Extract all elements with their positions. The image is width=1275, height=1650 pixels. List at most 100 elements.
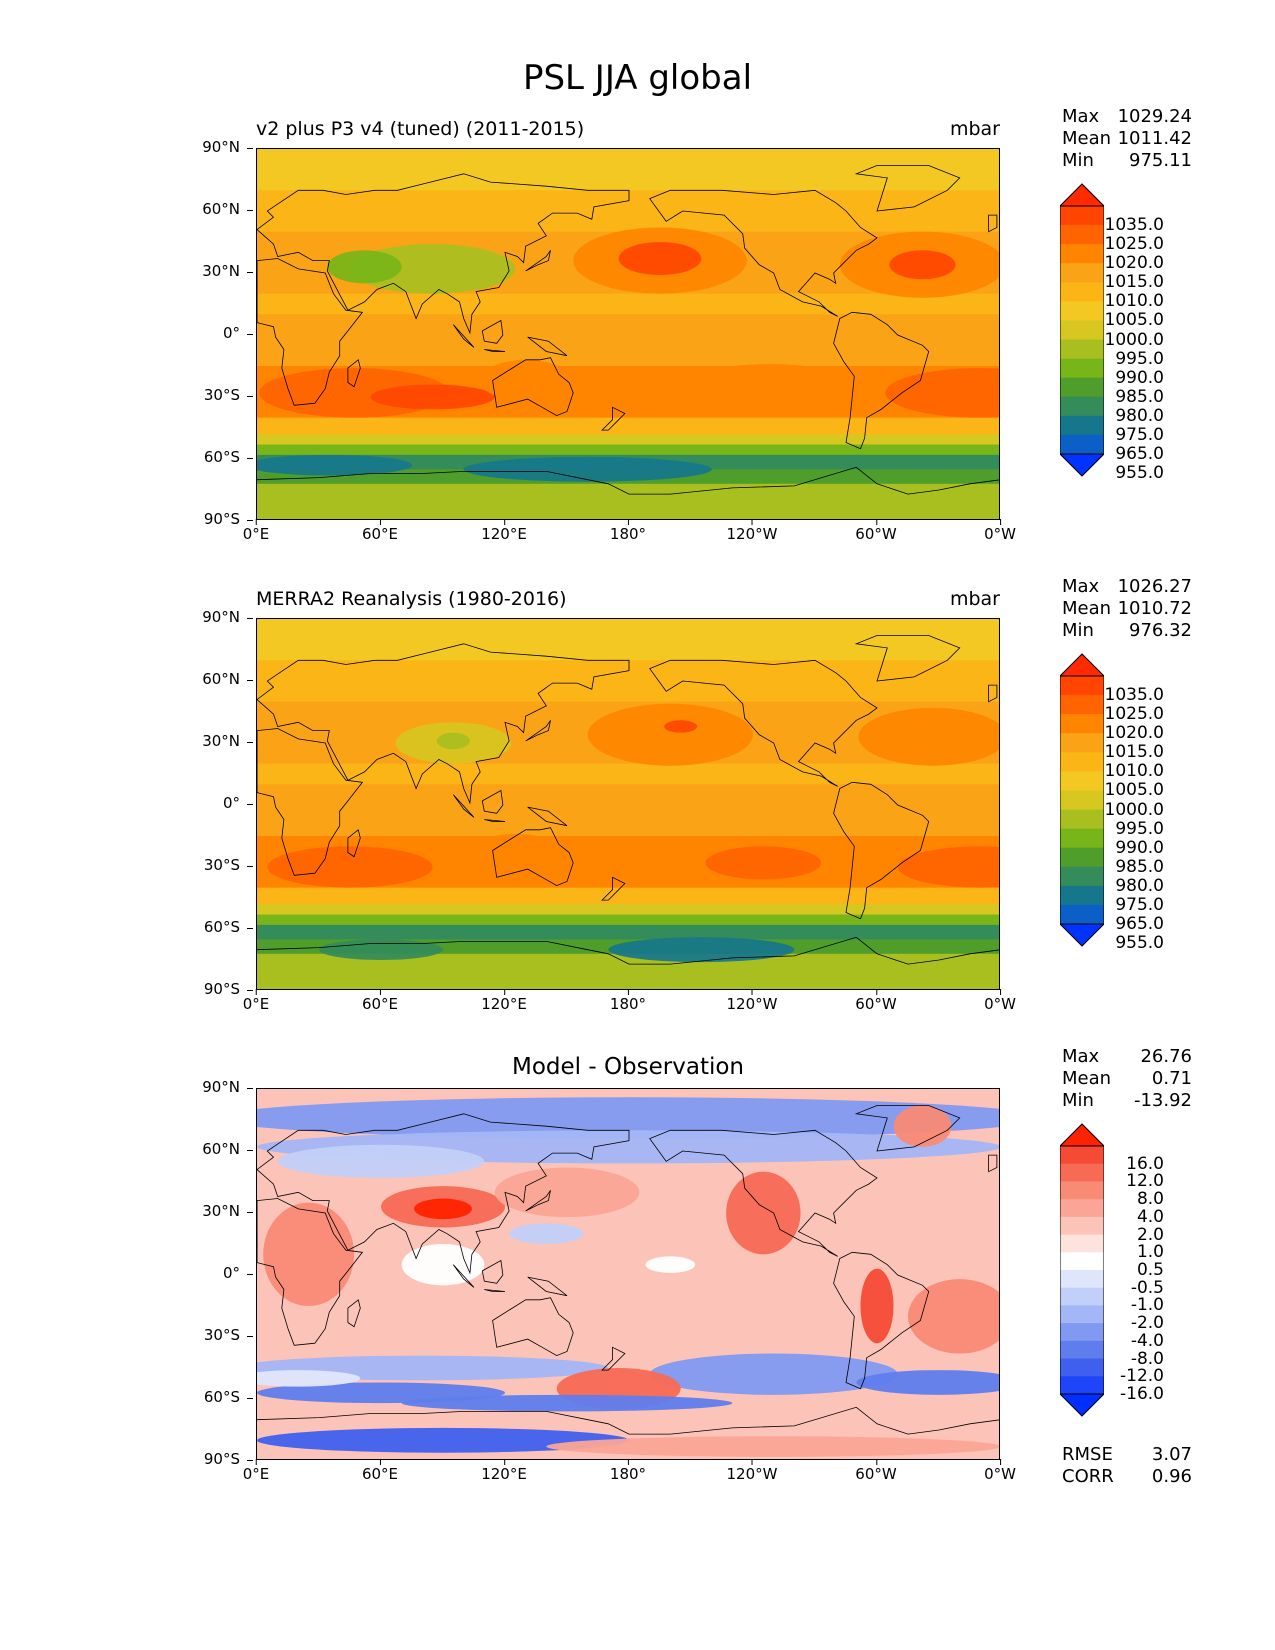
stats-box: Max 1029.24 Mean 1011.42 Min 975.11	[1062, 106, 1192, 172]
diff-region	[277, 1144, 485, 1178]
y-tick-label: 0°	[222, 324, 254, 342]
psl-anomaly-region	[608, 937, 795, 963]
colorbar-labels: 1035.0 1025.0 1020.0 1015.0 1010.0 1005.0 1000…	[1100, 652, 1164, 953]
colorbar-level-label: 1005.0	[1104, 310, 1164, 331]
colorbar-swatch	[1060, 1216, 1104, 1236]
x-tick-label: 120°E	[481, 519, 527, 543]
coastline	[257, 1198, 364, 1346]
colorbar-level-label: 1020.0	[1104, 723, 1164, 744]
coastline	[492, 1297, 574, 1357]
colorbar-level-label: -4.0	[1130, 1330, 1164, 1351]
colorbar-swatch	[1060, 866, 1104, 887]
x-tick-label: 120°W	[726, 519, 778, 543]
x-tick-label: 120°E	[481, 1459, 527, 1483]
psl-anomaly-region	[858, 707, 999, 766]
coastline	[649, 189, 878, 317]
coastline	[452, 1264, 475, 1288]
coastline	[347, 359, 361, 388]
coastline	[257, 173, 630, 335]
colorbar-level-label: 955.0	[1115, 933, 1164, 954]
psl-band	[257, 149, 999, 191]
coastline	[347, 829, 361, 858]
colorbar-swatch	[1060, 320, 1104, 341]
colorbar-level-label: -0.5	[1130, 1277, 1164, 1298]
coastline	[833, 311, 930, 450]
coastline	[257, 728, 364, 876]
coastline	[257, 466, 999, 495]
colorbar-swatch	[1060, 225, 1104, 245]
x-tick-label: 0°E	[242, 989, 270, 1013]
diff-region	[257, 1427, 629, 1453]
coastline	[492, 357, 574, 417]
colorbar-swatch	[1060, 847, 1104, 868]
colorbar-level-label: 980.0	[1115, 405, 1164, 426]
colorbar-swatch	[1060, 904, 1104, 925]
y-tick-label: 60°N	[202, 200, 253, 218]
map-field	[256, 1088, 1000, 1460]
coastline	[601, 1346, 626, 1371]
colorbar-swatch	[1060, 415, 1104, 436]
coastline	[257, 1113, 630, 1275]
colorbar-swatch	[1060, 301, 1104, 321]
colorbar-swatch	[1060, 1323, 1104, 1342]
coastline	[492, 827, 574, 887]
colorbar-swatch	[1060, 1252, 1104, 1271]
diff-region	[726, 1171, 801, 1255]
colorbar-level-label: 1000.0	[1104, 329, 1164, 350]
coastline	[525, 720, 551, 742]
diff-region	[856, 1370, 999, 1395]
colorbar-level-label: 1015.0	[1104, 742, 1164, 763]
x-tick-label: 0°E	[242, 1459, 270, 1483]
corr-label: CORR	[1062, 1466, 1114, 1487]
y-tick-label: 30°S	[203, 856, 254, 874]
colorbar	[1060, 183, 1104, 477]
stat-mean: 0.71	[1151, 1068, 1192, 1089]
colorbar-level-label: 0.5	[1136, 1260, 1164, 1280]
psl-anomaly-region	[463, 456, 712, 482]
stat-min-label: Min	[1062, 620, 1094, 641]
x-tick-label: 60°W	[855, 989, 897, 1013]
psl-band	[257, 293, 999, 315]
psl-band	[257, 483, 999, 519]
psl-band	[257, 914, 999, 926]
colorbar-level-label: 16.0	[1126, 1153, 1164, 1174]
stat-mean-label: Mean	[1062, 1068, 1112, 1089]
colorbar-level-label: 1020.0	[1104, 253, 1164, 274]
rmse-label: RMSE	[1062, 1444, 1113, 1465]
colorbar-tip-top	[1060, 183, 1104, 207]
y-tick-label: 60°S	[203, 448, 254, 466]
x-tick-label: 60°E	[361, 989, 399, 1013]
diff-region	[263, 1202, 355, 1306]
coastline	[484, 349, 506, 352]
stat-mean-label: Mean	[1062, 128, 1112, 149]
corr-value: 0.96	[1151, 1466, 1192, 1487]
colorbar-swatch	[1060, 733, 1104, 753]
colorbar-level-label: 1015.0	[1104, 272, 1164, 293]
y-tick-label: 30°N	[202, 732, 253, 750]
colorbar-level-label: 1010.0	[1104, 291, 1164, 312]
x-tick-label: 60°E	[361, 1459, 399, 1483]
psl-anomaly-region	[469, 833, 561, 867]
coastline	[257, 643, 630, 805]
stat-max-label: Max	[1062, 106, 1100, 127]
colorbar-swatch	[1060, 771, 1104, 791]
psl-band	[257, 763, 999, 785]
coastline	[988, 1154, 998, 1173]
diff-region	[546, 1436, 999, 1457]
colorbar-level-label: 1025.0	[1104, 234, 1164, 255]
panel-units: mbar	[949, 118, 1000, 140]
colorbar-swatch	[1060, 263, 1104, 283]
psl-anomaly-region	[370, 384, 495, 410]
y-tick-label: 90°S	[203, 1450, 254, 1468]
colorbar-level-label: 990.0	[1115, 837, 1164, 858]
coastline	[257, 1406, 999, 1435]
colorbar-labels: 16.0 12.0 8.0 4.0 2.0 1.0 0.5 -0.5 -1.0 -2.0 -4.0-…	[1100, 1122, 1164, 1418]
colorbar-level-label: 965.0	[1115, 914, 1164, 934]
colorbar-swatch	[1060, 396, 1104, 417]
diff-region	[414, 1198, 472, 1220]
colorbar-swatch	[1060, 828, 1104, 849]
coastline	[347, 1299, 361, 1328]
colorbar-swatch	[1060, 206, 1104, 226]
psl-band	[257, 190, 999, 233]
colorbar-swatch	[1060, 1163, 1104, 1182]
